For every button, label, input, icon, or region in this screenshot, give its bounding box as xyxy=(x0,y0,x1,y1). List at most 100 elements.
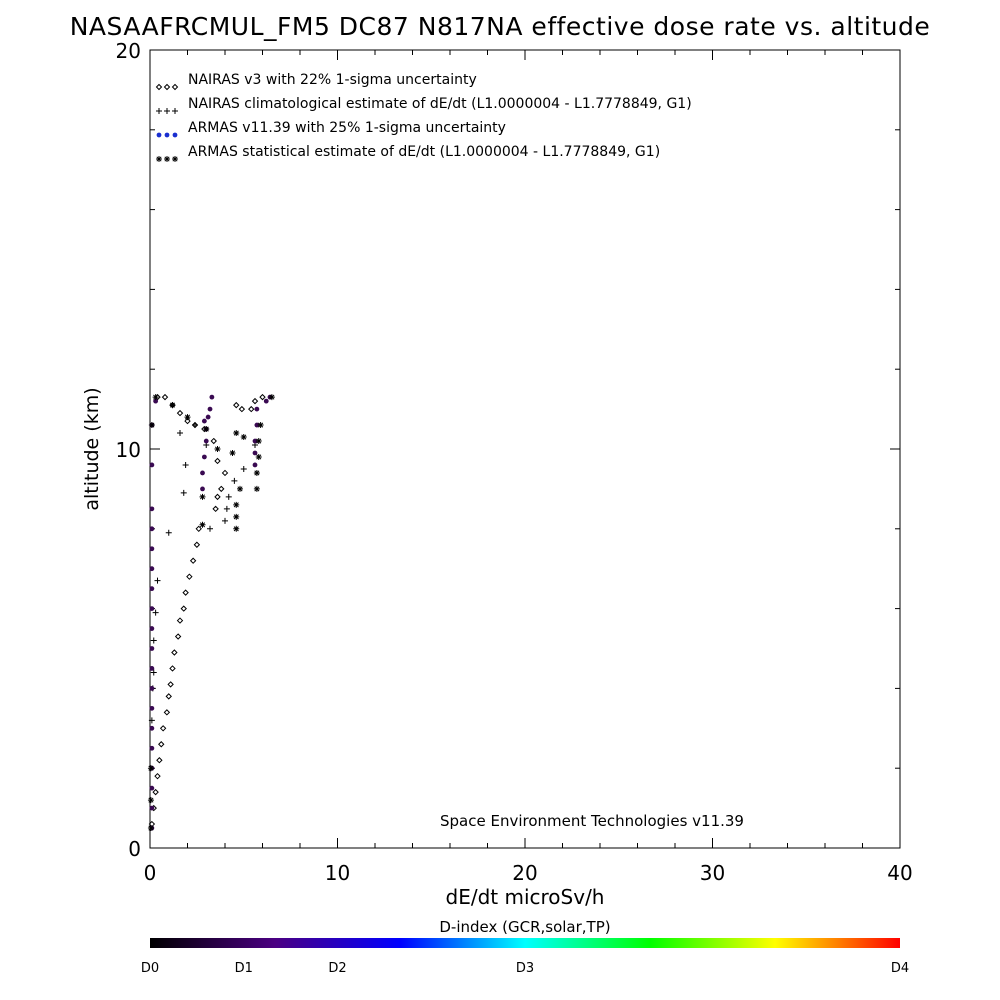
data-point xyxy=(214,446,221,452)
data-point xyxy=(150,669,157,676)
data-point xyxy=(163,709,171,716)
data-point xyxy=(156,156,162,162)
data-point xyxy=(159,725,167,732)
data-point xyxy=(207,525,213,532)
series-asterisk xyxy=(147,394,275,832)
data-point xyxy=(149,646,155,651)
data-point xyxy=(214,457,221,465)
data-point xyxy=(156,108,162,114)
colorbar-tick-label: D4 xyxy=(891,961,909,976)
data-point xyxy=(148,422,155,429)
data-point xyxy=(148,717,155,724)
data-point xyxy=(207,406,213,412)
legend-entry: NAIRAS v3 with 22% 1-sigma uncertainty xyxy=(188,72,477,88)
data-point xyxy=(268,394,275,401)
data-point xyxy=(182,589,189,596)
data-point xyxy=(156,757,163,764)
data-point xyxy=(152,609,159,616)
data-point xyxy=(237,485,243,492)
data-point xyxy=(149,586,155,592)
data-point xyxy=(164,132,170,138)
data-point xyxy=(149,785,155,791)
data-point xyxy=(149,745,155,751)
data-point xyxy=(167,681,174,688)
data-point xyxy=(172,156,178,162)
data-point xyxy=(180,489,187,496)
data-point xyxy=(263,398,269,404)
x-tick-label: 20 xyxy=(512,861,537,885)
chart-title: NASAAFRCMUL_FM5 DC87 N817NA effective do… xyxy=(69,12,931,41)
data-point xyxy=(169,402,176,409)
data-point xyxy=(209,394,215,400)
colorbar xyxy=(150,938,900,948)
colorbar-tick-label: D0 xyxy=(141,961,159,976)
data-point xyxy=(147,825,154,832)
data-point xyxy=(223,505,230,512)
data-point xyxy=(149,462,155,468)
data-point xyxy=(149,526,155,532)
data-point xyxy=(154,772,161,780)
colorbar-tick-label: D2 xyxy=(328,961,346,976)
data-point xyxy=(200,470,205,476)
data-point xyxy=(218,485,225,493)
data-point xyxy=(165,693,172,700)
data-point xyxy=(254,422,260,428)
x-axis-label: dE/dt microSv/h xyxy=(446,885,605,909)
data-point xyxy=(176,409,184,417)
tick-labels: 0 10 20 30 40 0 10 20 xyxy=(116,39,913,885)
data-point xyxy=(240,434,247,441)
colorbar-title: D-index (GCR,solar,TP) xyxy=(439,918,610,936)
data-point xyxy=(251,397,259,405)
data-point xyxy=(184,417,191,425)
data-point xyxy=(252,450,258,456)
colorbar-tick-label: D3 xyxy=(516,961,534,976)
data-point xyxy=(199,521,206,528)
data-point xyxy=(255,453,262,460)
series-dot xyxy=(149,394,273,831)
data-point xyxy=(149,506,155,512)
data-point xyxy=(186,573,193,580)
data-point xyxy=(195,525,202,533)
data-point xyxy=(248,405,255,413)
data-point xyxy=(164,156,170,162)
data-point xyxy=(231,477,238,484)
data-point xyxy=(149,626,155,631)
data-point xyxy=(189,557,197,564)
data-point xyxy=(149,686,155,691)
data-point xyxy=(149,805,155,811)
data-point xyxy=(193,541,201,548)
series-diamond xyxy=(148,393,266,828)
data-point xyxy=(200,486,205,492)
data-point xyxy=(214,493,221,501)
data-point xyxy=(153,398,159,404)
plot-frame xyxy=(149,49,901,849)
data-point xyxy=(147,765,154,772)
data-point xyxy=(252,462,258,468)
data-point xyxy=(233,501,240,508)
legend-entry: ARMAS v11.39 with 25% 1-sigma uncertaint… xyxy=(188,120,506,136)
data-point xyxy=(238,405,246,413)
data-point xyxy=(172,108,178,114)
y-tick-label: 10 xyxy=(116,438,141,462)
data-point xyxy=(152,394,159,401)
data-point xyxy=(180,605,187,612)
colorbar-tick-label: D1 xyxy=(235,961,253,976)
data-point xyxy=(233,430,240,437)
data-point xyxy=(163,83,171,91)
data-point xyxy=(201,454,207,460)
data-point xyxy=(171,83,179,91)
data-point xyxy=(254,406,260,412)
data-point xyxy=(164,108,170,114)
y-tick-label: 0 xyxy=(128,837,141,861)
x-tick-label: 30 xyxy=(700,861,725,885)
data-point xyxy=(149,725,155,731)
data-point xyxy=(184,414,191,421)
data-point xyxy=(233,525,240,532)
data-point xyxy=(240,465,247,472)
data-point xyxy=(205,414,211,420)
data-point xyxy=(233,401,240,409)
data-point xyxy=(221,469,229,477)
y-tick-label: 20 xyxy=(116,39,141,63)
data-point xyxy=(150,637,157,644)
